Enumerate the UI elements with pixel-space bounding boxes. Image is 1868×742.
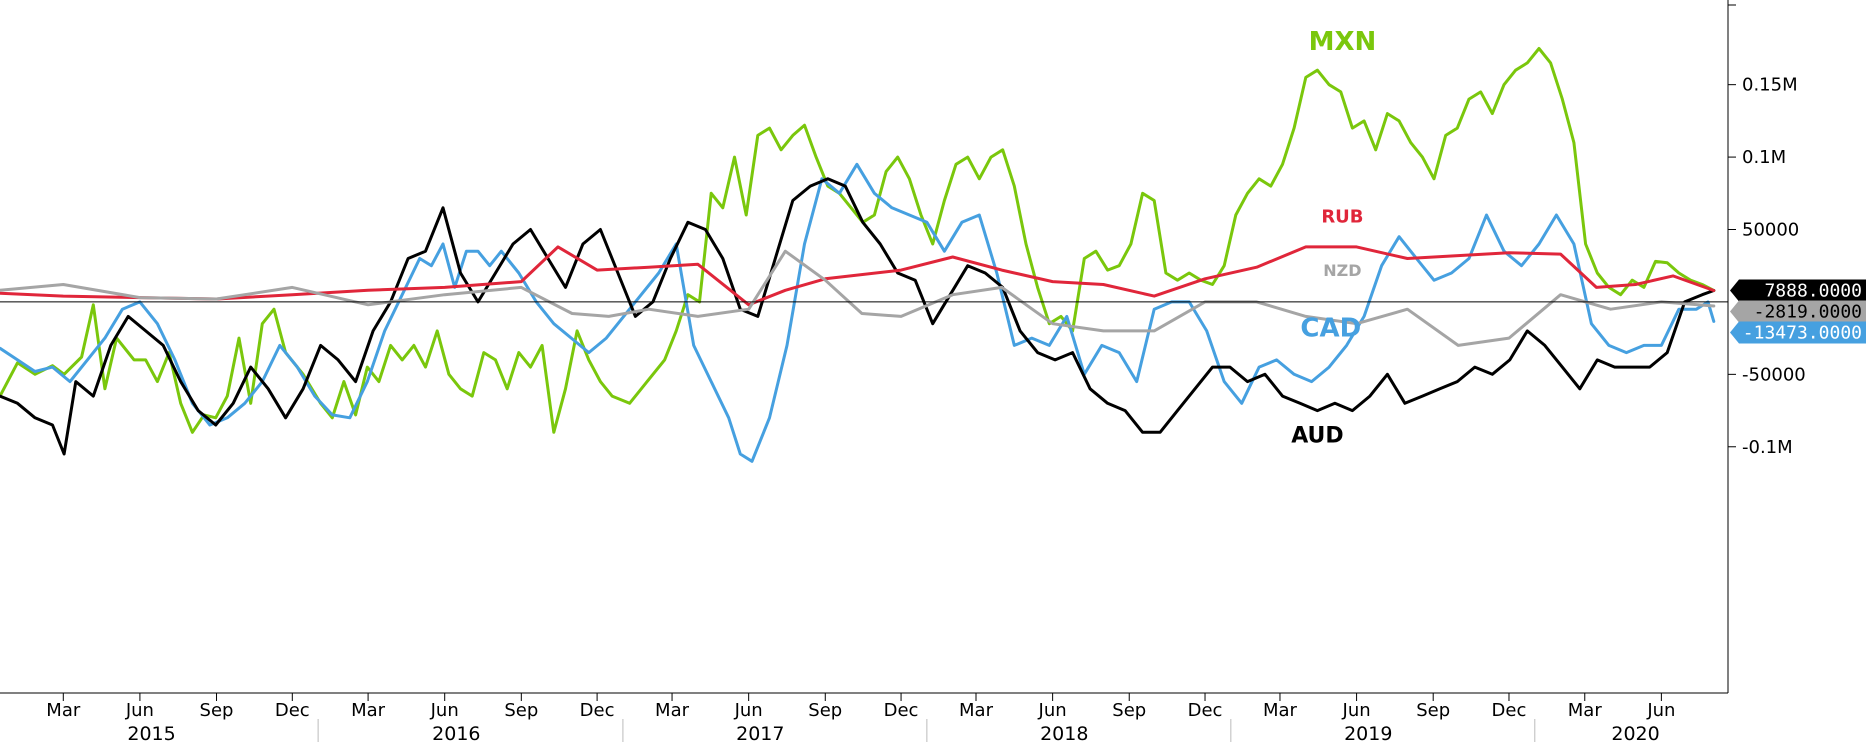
- series-line-aud: [0, 177, 1716, 456]
- x-tick-label: Mar: [46, 700, 81, 721]
- x-tick-label: Sep: [808, 700, 842, 721]
- x-year-label: 2016: [432, 723, 480, 742]
- x-tick-label: Jun: [1342, 700, 1371, 721]
- last-value-tag-label: -13473.0000: [1743, 323, 1862, 344]
- last-value-tag-bg: [1730, 321, 1866, 344]
- series-label-mxn: MXN: [1309, 27, 1377, 57]
- x-tick-label: Dec: [580, 700, 615, 721]
- x-axis-ticks: Mar Jun Sep Dec Mar Jun Sep Dec Mar Jun Sep Dec Mar J…: [46, 693, 1675, 742]
- x-year-label: 2017: [736, 723, 784, 742]
- x-tick-label: Dec: [884, 700, 919, 721]
- series-line-rub: [0, 245, 1716, 307]
- x-tick-label: Sep: [1416, 700, 1450, 721]
- last-value-tag: -13473.0000: [1730, 321, 1866, 344]
- x-tick-label: Sep: [504, 700, 538, 721]
- x-tick-label: Dec: [275, 700, 310, 721]
- series-line-cad: [0, 162, 1716, 463]
- y-axis-ticks: 0.15M 0.1M 50000 -50000 -0.1M: [1728, 75, 1806, 458]
- last-value-tag-label: -2819.0000: [1754, 302, 1862, 323]
- y-tick-label: 50000: [1742, 220, 1799, 241]
- y-tick-label: -50000: [1742, 364, 1806, 385]
- x-tick-label: Sep: [1112, 700, 1146, 721]
- x-year-label: 2015: [127, 723, 175, 742]
- series-label-rub: RUB: [1321, 206, 1363, 227]
- series-lines: [0, 47, 1716, 463]
- last-value-tag-bg: [1730, 279, 1866, 302]
- y-tick-label: 0.15M: [1742, 75, 1798, 96]
- x-tick-label: Jun: [734, 700, 763, 721]
- x-tick-label: Jun: [1646, 700, 1675, 721]
- series-label-aud: AUD: [1291, 423, 1343, 448]
- x-tick-label: Dec: [1492, 700, 1527, 721]
- x-year-label: 2019: [1344, 723, 1392, 742]
- last-value-tags: 7888.0000-2819.0000-13473.0000: [1730, 279, 1866, 344]
- x-tick-label: Jun: [1038, 700, 1067, 721]
- last-value-tag-bg: [1730, 300, 1866, 323]
- last-value-tag: 7888.0000: [1730, 279, 1866, 302]
- x-tick-label: Mar: [351, 700, 386, 721]
- x-tick-label: Jun: [125, 700, 154, 721]
- series-label-cad: CAD: [1300, 314, 1361, 344]
- last-value-tag: -2819.0000: [1730, 300, 1866, 323]
- x-year-label: 2018: [1040, 723, 1088, 742]
- x-tick-label: Dec: [1188, 700, 1223, 721]
- series-labels: MXN CAD AUD RUB NZD: [1291, 27, 1376, 449]
- last-value-tag-label: 7888.0000: [1764, 281, 1862, 302]
- x-tick-label: Mar: [1263, 700, 1298, 721]
- x-year-label: 2020: [1611, 723, 1659, 742]
- y-tick-label: -0.1M: [1742, 437, 1793, 458]
- x-tick-label: Mar: [655, 700, 690, 721]
- x-tick-label: Sep: [200, 700, 234, 721]
- x-tick-label: Mar: [1568, 700, 1603, 721]
- x-tick-label: Jun: [430, 700, 459, 721]
- y-tick-label: 0.1M: [1742, 147, 1786, 168]
- series-label-nzd: NZD: [1323, 261, 1361, 280]
- series-line-nzd: [0, 249, 1716, 347]
- x-tick-label: Mar: [959, 700, 994, 721]
